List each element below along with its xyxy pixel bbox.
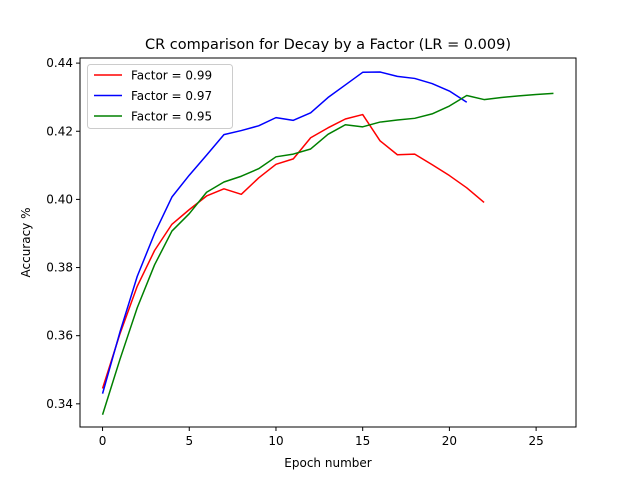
plot-frame: [79, 57, 577, 428]
series-line-2: [101, 71, 468, 394]
x-tick-label: 10: [268, 434, 283, 448]
y-tick-label: 0.40: [46, 192, 73, 206]
series-line-1: [101, 113, 485, 389]
x-axis: 0 5 10 15 20 25: [99, 427, 544, 448]
legend-label-2: Factor = 0.97: [131, 89, 212, 103]
y-axis: 0.34 0.36 0.38 0.40 0.42 0.44: [46, 56, 80, 411]
y-axis-label: Accuracy %: [19, 207, 33, 277]
x-axis-label: Epoch number: [284, 456, 371, 470]
y-tick-label: 0.38: [46, 261, 73, 275]
y-tick-label: 0.42: [46, 124, 73, 138]
x-tick-label: 5: [185, 434, 193, 448]
y-tick-label: 0.36: [46, 329, 73, 343]
x-tick-label: 25: [528, 434, 543, 448]
x-tick-label: 0: [99, 434, 107, 448]
legend: Factor = 0.99 Factor = 0.97 Factor = 0.95: [87, 64, 233, 129]
legend-label-3: Factor = 0.95: [131, 110, 212, 124]
series-layer: [101, 71, 554, 415]
series-line-3: [101, 92, 554, 415]
y-tick-label: 0.34: [46, 397, 73, 411]
chart-title: CR comparison for Decay by a Factor (LR …: [145, 37, 511, 53]
x-tick-label: 20: [442, 434, 457, 448]
legend-label-1: Factor = 0.99: [131, 69, 212, 83]
legend-box: [87, 64, 233, 129]
x-tick-label: 15: [355, 434, 370, 448]
y-tick-label: 0.44: [46, 56, 73, 70]
